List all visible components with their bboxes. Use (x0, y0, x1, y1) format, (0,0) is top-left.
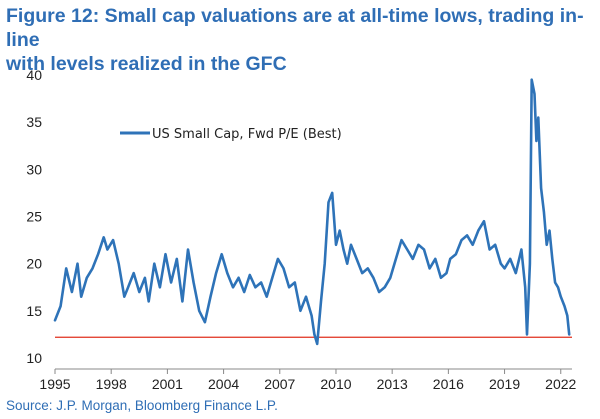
x-tick-label: 2022 (545, 376, 576, 392)
source-note: Source: J.P. Morgan, Bloomberg Finance L… (6, 398, 278, 413)
chart-title-line-2: with levels realized in the GFC (6, 53, 287, 75)
y-axis: 10 15 20 25 30 35 40 (26, 67, 42, 366)
y-tick-label: 25 (26, 209, 42, 225)
legend-label: US Small Cap, Fwd P/E (Best) (152, 127, 342, 142)
y-tick-label: 40 (26, 67, 42, 83)
x-tick-label: 2001 (152, 376, 183, 392)
y-tick-label: 30 (26, 161, 42, 177)
plot-area (53, 78, 572, 346)
chart-title-line-1: Figure 12: Small cap valuations are at a… (6, 5, 584, 51)
x-tick-label: 1995 (39, 376, 70, 392)
x-tick-label: 1998 (96, 376, 127, 392)
x-axis: 1995 1998 2001 2004 2007 2010 2013 2016 2019 2022 (39, 368, 577, 392)
y-tick-label: 35 (26, 114, 42, 130)
y-tick-label: 20 (26, 256, 42, 272)
x-tick-label: 2007 (264, 376, 295, 392)
x-tick-label: 2004 (208, 376, 239, 392)
y-tick-label: 15 (26, 303, 42, 319)
x-tick-label: 2010 (320, 376, 351, 392)
legend: US Small Cap, Fwd P/E (Best) (120, 127, 342, 142)
y-tick-label: 10 (26, 350, 42, 366)
x-tick-label: 2013 (377, 376, 408, 392)
series-line-us-small-cap (53, 78, 571, 346)
chart-title: Figure 12: Small cap valuations are at a… (6, 4, 596, 76)
x-tick-label: 2016 (433, 376, 464, 392)
x-tick-label: 2019 (489, 376, 520, 392)
